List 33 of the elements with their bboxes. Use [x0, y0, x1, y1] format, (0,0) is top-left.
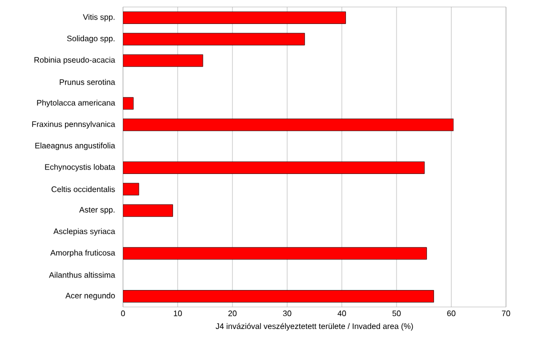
- y-tick-label: Solidago spp.: [67, 35, 114, 43]
- y-tick-label: Aster spp.: [79, 206, 114, 214]
- x-tick-label: 60: [447, 310, 456, 316]
- bar: [123, 204, 173, 217]
- y-tick-label: Fraxinus pennsylvanica: [32, 121, 116, 129]
- y-tick-label: Asclepias syriaca: [53, 228, 116, 236]
- y-tick-label: Vitis spp.: [82, 14, 114, 22]
- bar: [123, 12, 346, 24]
- x-tick-label: 50: [392, 310, 401, 316]
- bar: [123, 32, 305, 46]
- x-tick-label: 40: [338, 310, 346, 316]
- y-tick-label: Celtis occidentalis: [52, 186, 115, 192]
- bar: [123, 247, 427, 260]
- y-tick-label: Acer negundo: [65, 292, 115, 300]
- y-tick-label: Robinia pseudo-acacia: [34, 56, 116, 64]
- bar: [123, 118, 454, 132]
- bar: [123, 290, 434, 302]
- x-tick-label: 30: [282, 310, 292, 316]
- y-tick-label: Ailanthus altissima: [48, 272, 116, 278]
- y-tick-label: Elaeagnus angustifolia: [35, 142, 116, 150]
- x-tick-label: 70: [502, 310, 510, 316]
- y-tick-label: Phytolacca americana: [37, 100, 116, 108]
- y-tick-label: Amorpha fruticosa: [50, 250, 116, 258]
- y-tick-label: Prunus serotina: [60, 79, 116, 85]
- bar: [123, 97, 134, 110]
- y-tick-label: Echynocystis lobata: [45, 164, 116, 172]
- x-tick-label: 20: [228, 310, 237, 316]
- bar: [123, 162, 425, 174]
- x-tick-label: 10: [174, 310, 182, 316]
- bar: [123, 54, 204, 67]
- x-tick-label: 0: [121, 310, 125, 316]
- bar: [123, 182, 140, 196]
- x-axis-title: J4 invázióval veszélyeztetett területe / Invaded area (%): [216, 323, 413, 331]
